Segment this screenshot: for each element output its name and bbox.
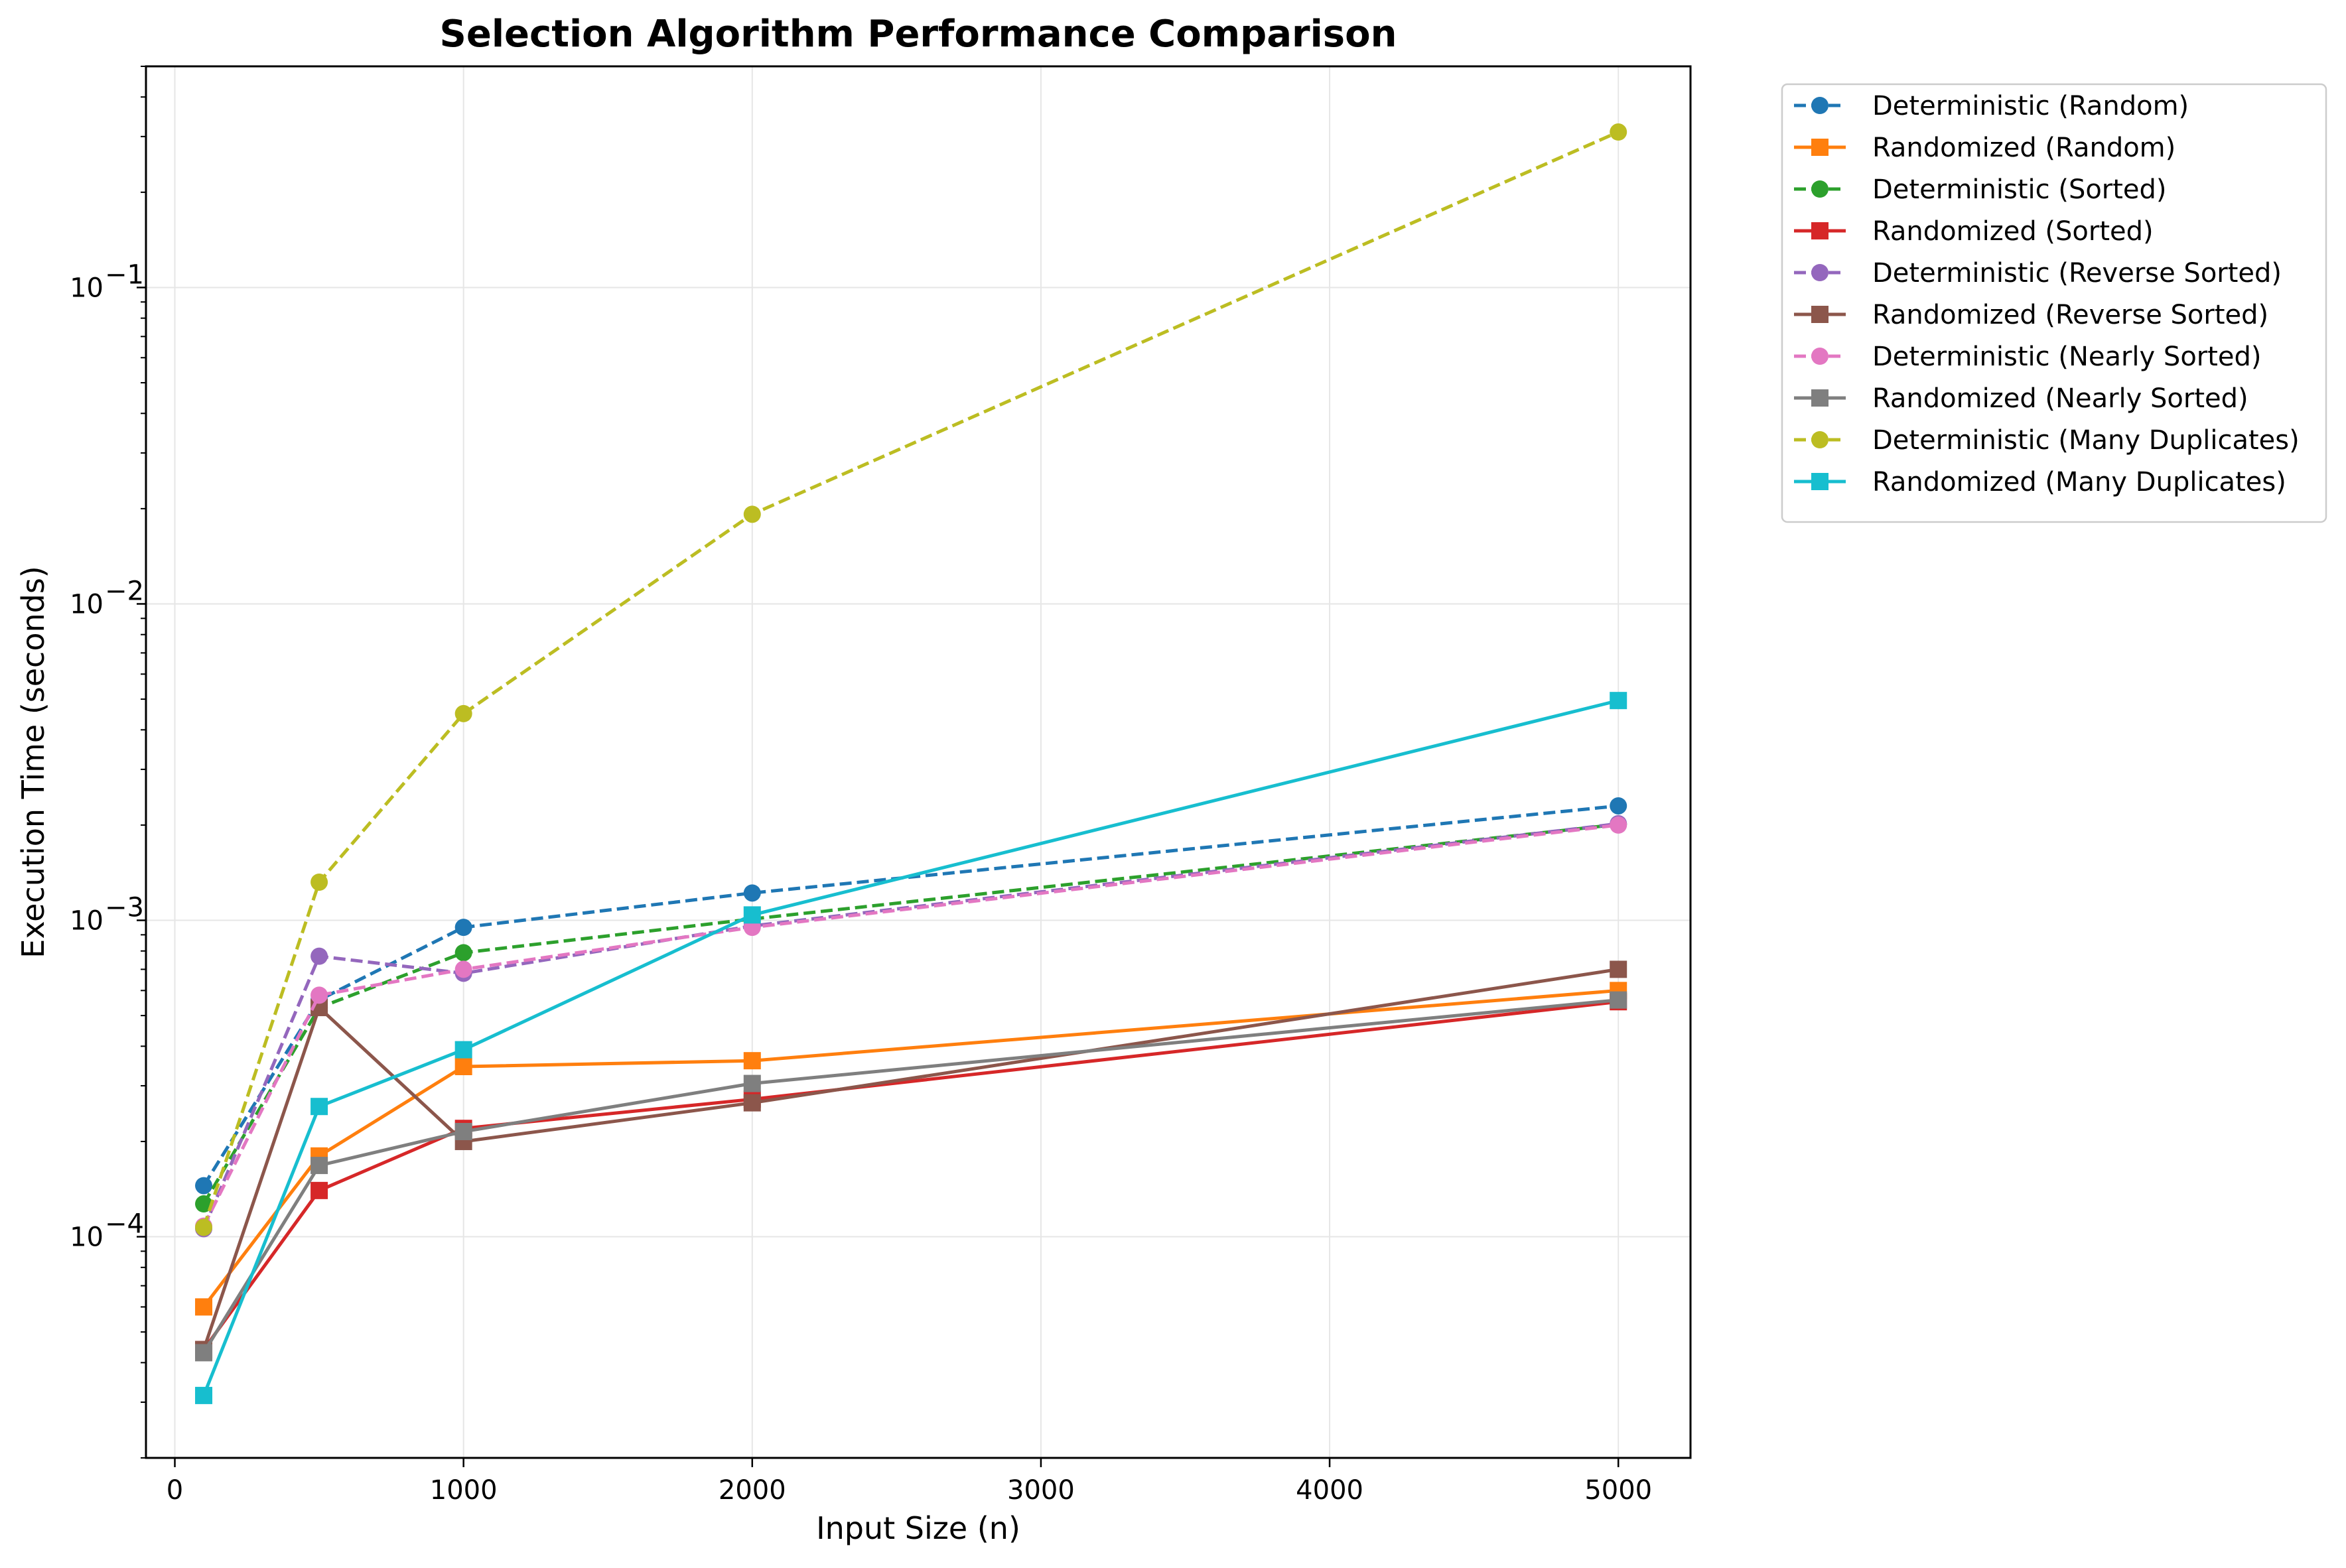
series-randomized-many-duplicates <box>195 692 1627 1404</box>
data-point <box>1610 123 1627 141</box>
legend-marker <box>1811 222 1828 239</box>
legend-item: Deterministic (Many Duplicates) <box>1794 425 2300 456</box>
legend-label: Randomized (Random) <box>1872 133 2175 163</box>
series-randomized-nearly-sorted <box>195 991 1627 1362</box>
chart-title: Selection Algorithm Performance Comparis… <box>440 13 1397 56</box>
legend-label: Deterministic (Nearly Sorted) <box>1872 342 2262 372</box>
y-tick-label: 10 <box>70 906 104 937</box>
data-point <box>310 1098 328 1116</box>
series-line <box>202 998 1619 1354</box>
y-axis-label: Execution Time (seconds) <box>15 566 51 958</box>
data-point <box>310 1181 328 1199</box>
y-tick-label: 10 <box>70 1222 104 1253</box>
data-point <box>743 906 761 924</box>
x-tick-label: 0 <box>167 1475 183 1506</box>
y-axis-ticks: 10−410−310−210−1 <box>70 66 146 1459</box>
legend-box <box>1781 83 2327 523</box>
series-line <box>202 1000 1619 1351</box>
data-point <box>743 1052 761 1070</box>
plot-area-frame <box>145 65 1692 1459</box>
legend-label: Deterministic (Reverse Sorted) <box>1872 258 2282 289</box>
data-point <box>310 1157 328 1175</box>
legend-marker <box>1811 180 1828 198</box>
legend-item: Deterministic (Nearly Sorted) <box>1794 342 2262 372</box>
data-point <box>454 704 472 722</box>
data-point <box>1610 692 1627 710</box>
data-point <box>1610 816 1627 834</box>
series-line <box>202 804 1619 1187</box>
data-point <box>310 986 328 1004</box>
series-deterministic-random <box>195 797 1627 1195</box>
legend-marker <box>1811 97 1828 114</box>
data-point <box>454 960 472 978</box>
series-deterministic-many-duplicates <box>195 123 1627 1236</box>
x-tick-label: 5000 <box>1584 1475 1652 1506</box>
data-point <box>1610 991 1627 1009</box>
legend-label: Deterministic (Random) <box>1872 91 2189 121</box>
data-point <box>195 1195 213 1213</box>
legend-marker <box>1811 139 1828 156</box>
legend-label: Randomized (Nearly Sorted) <box>1872 383 2248 414</box>
legend-label: Randomized (Reverse Sorted) <box>1872 300 2268 330</box>
data-point <box>743 884 761 902</box>
legend-marker <box>1811 306 1828 323</box>
legend-marker <box>1811 431 1828 448</box>
grid <box>146 66 1690 1458</box>
legend-label: Randomized (Sorted) <box>1872 216 2154 247</box>
y-tick-label: 10 <box>70 273 104 303</box>
y-tick-exponent: −2 <box>105 576 144 606</box>
x-axis-ticks: 0 1000 2000 3000 4000 5000 <box>167 1458 1652 1506</box>
data-point <box>454 1058 472 1076</box>
legend: Deterministic (Random) Randomized (Random… <box>1781 83 2327 523</box>
data-point <box>310 874 328 891</box>
data-point <box>454 1041 472 1059</box>
data-point <box>743 1075 761 1092</box>
data-point <box>1610 960 1627 978</box>
legend-label: Deterministic (Sorted) <box>1872 174 2167 205</box>
data-point <box>454 1122 472 1140</box>
data-point <box>454 919 472 937</box>
legend-item: Deterministic (Reverse Sorted) <box>1794 258 2282 289</box>
series-randomized-random <box>195 982 1627 1316</box>
data-point <box>195 1344 213 1362</box>
x-tick-label: 3000 <box>1007 1475 1075 1506</box>
legend-item: Randomized (Random) <box>1794 133 2175 163</box>
data-point <box>310 947 328 965</box>
y-tick-label: 10 <box>70 589 104 620</box>
legend-item: Randomized (Reverse Sorted) <box>1794 300 2268 330</box>
legend-marker <box>1811 264 1828 281</box>
legend-marker <box>1811 473 1828 490</box>
data-point <box>743 505 761 523</box>
series-line <box>202 130 1620 1228</box>
legend-marker <box>1811 389 1828 407</box>
data-point <box>195 1218 213 1236</box>
data-point <box>1610 797 1627 815</box>
legend-item: Randomized (Many Duplicates) <box>1794 467 2286 497</box>
data-point <box>743 1094 761 1112</box>
x-tick-label: 2000 <box>719 1475 786 1506</box>
data-point <box>195 1177 213 1195</box>
x-axis-label: Input Size (n) <box>816 1510 1020 1546</box>
legend-item: Randomized (Sorted) <box>1794 216 2154 247</box>
y-tick-exponent: −3 <box>105 893 144 923</box>
legend-item: Deterministic (Random) <box>1794 91 2189 121</box>
series-line <box>202 822 1619 1205</box>
legend-item: Deterministic (Sorted) <box>1794 174 2167 205</box>
y-tick-exponent: −1 <box>105 259 144 290</box>
series-layer <box>195 123 1627 1404</box>
x-tick-label: 1000 <box>430 1475 498 1506</box>
x-tick-label: 4000 <box>1296 1475 1363 1506</box>
legend-marker <box>1811 348 1828 365</box>
legend-item: Randomized (Nearly Sorted) <box>1794 383 2248 414</box>
data-point <box>454 944 472 962</box>
data-point <box>195 1386 213 1404</box>
legend-label: Deterministic (Many Duplicates) <box>1872 425 2300 456</box>
y-tick-exponent: −4 <box>105 1209 144 1240</box>
legend-label: Randomized (Many Duplicates) <box>1872 467 2286 497</box>
data-point <box>195 1298 213 1316</box>
